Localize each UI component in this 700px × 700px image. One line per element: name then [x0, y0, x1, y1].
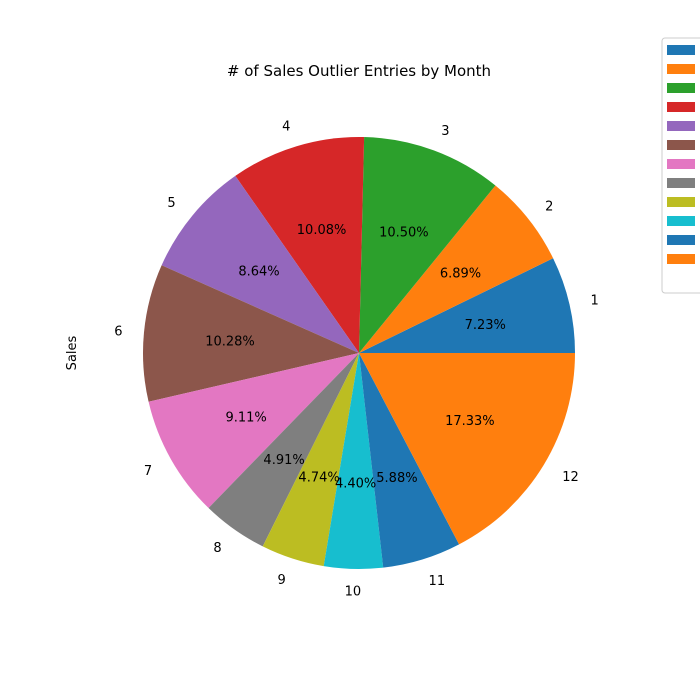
- percent-label-1: 7.23%: [465, 318, 506, 333]
- percent-label-9: 4.74%: [298, 470, 339, 485]
- slice-label-6: 6: [114, 324, 122, 339]
- pie-slices: [142, 137, 575, 569]
- percent-label-11: 5.88%: [376, 471, 417, 486]
- percent-label-5: 8.64%: [238, 265, 279, 280]
- percent-label-3: 10.50%: [379, 225, 429, 240]
- legend-swatch-12: [667, 254, 695, 264]
- slice-label-1: 1: [590, 293, 598, 308]
- legend-swatch-8: [667, 178, 695, 188]
- slice-label-2: 2: [545, 199, 553, 214]
- legend-swatch-5: [667, 121, 695, 131]
- y-axis-label: Sales: [65, 335, 80, 370]
- pie-slice-11: [359, 353, 460, 568]
- pie-slice-3: [359, 137, 496, 353]
- percent-label-6: 10.28%: [205, 335, 255, 350]
- slice-label-3: 3: [441, 124, 449, 139]
- percent-label-7: 9.11%: [225, 411, 266, 426]
- chart-title: # of Sales Outlier Entries by Month: [227, 62, 491, 80]
- legend-swatch-1: [667, 45, 695, 55]
- legend-swatch-7: [667, 159, 695, 169]
- legend-swatch-2: [667, 64, 695, 74]
- pie-slice-2: [359, 185, 554, 353]
- slice-label-4: 4: [282, 120, 290, 135]
- pie-slice-10: [323, 353, 384, 569]
- legend-swatch-9: [667, 197, 695, 207]
- percent-label-2: 6.89%: [440, 266, 481, 281]
- pie-slice-7: [148, 353, 359, 508]
- legend: [661, 37, 700, 294]
- legend-swatch-10: [667, 216, 695, 226]
- legend-swatch-11: [667, 235, 695, 245]
- slice-label-7: 7: [144, 464, 152, 479]
- percent-label-8: 4.91%: [263, 453, 304, 468]
- pie-slice-9: [262, 353, 359, 567]
- percent-label-4: 10.08%: [297, 223, 347, 238]
- pie-labels: 1 7.23% 2 6.89% 3 10.50% 4 10.08% 5 8.64% 6 10.28% 7…: [114, 120, 599, 600]
- percent-label-12: 17.33%: [445, 414, 495, 429]
- slice-label-8: 8: [213, 541, 221, 556]
- legend-swatch-6: [667, 140, 695, 150]
- pie-slice-4: [235, 137, 365, 353]
- slice-label-10: 10: [345, 585, 362, 600]
- pie-slice-1: [359, 258, 575, 353]
- percent-label-10: 4.40%: [335, 477, 376, 492]
- pie-slice-8: [208, 353, 359, 547]
- legend-swatch-3: [667, 83, 695, 93]
- slice-label-12: 12: [562, 470, 579, 485]
- pie-slice-5: [161, 175, 359, 353]
- slice-label-5: 5: [167, 196, 175, 211]
- pie-slice-12: [359, 353, 575, 545]
- pie-slice-6: [142, 265, 359, 402]
- slice-label-11: 11: [429, 574, 446, 589]
- slice-label-9: 9: [278, 573, 286, 588]
- legend-swatch-4: [667, 102, 695, 112]
